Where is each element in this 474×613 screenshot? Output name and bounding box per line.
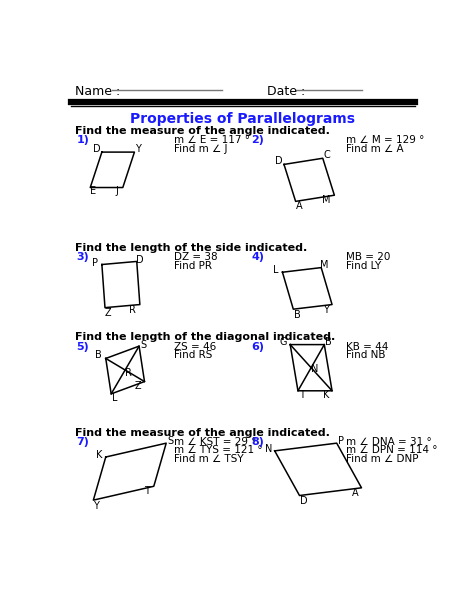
Text: Find PR: Find PR bbox=[174, 261, 212, 271]
Text: 2): 2) bbox=[251, 135, 264, 145]
Text: 3): 3) bbox=[76, 252, 89, 262]
Text: S: S bbox=[140, 340, 146, 349]
Text: R: R bbox=[125, 368, 132, 378]
Text: DZ = 38: DZ = 38 bbox=[174, 252, 218, 262]
Text: 1): 1) bbox=[76, 135, 89, 145]
Text: B: B bbox=[294, 310, 301, 319]
Text: KB = 44: KB = 44 bbox=[346, 341, 388, 351]
Text: m ∠ KST = 29 °: m ∠ KST = 29 ° bbox=[174, 437, 256, 447]
Text: m ∠ DNA = 31 °: m ∠ DNA = 31 ° bbox=[346, 437, 432, 447]
Text: M: M bbox=[322, 195, 331, 205]
Text: m ∠ TYS = 121 °: m ∠ TYS = 121 ° bbox=[174, 446, 263, 455]
Text: 5): 5) bbox=[76, 341, 89, 351]
Text: A: A bbox=[352, 488, 359, 498]
Text: Z: Z bbox=[134, 381, 141, 391]
Text: Properties of Parallelograms: Properties of Parallelograms bbox=[130, 112, 356, 126]
Text: Find m ∠ DNP: Find m ∠ DNP bbox=[346, 454, 419, 464]
Text: Find m ∠ TSY: Find m ∠ TSY bbox=[174, 454, 244, 464]
Text: m ∠ DPN = 114 °: m ∠ DPN = 114 ° bbox=[346, 446, 438, 455]
Text: 4): 4) bbox=[251, 252, 264, 262]
Text: L: L bbox=[112, 393, 118, 403]
Text: D: D bbox=[275, 156, 283, 166]
Text: 6): 6) bbox=[251, 341, 264, 351]
Text: Find NB: Find NB bbox=[346, 350, 385, 360]
Text: Y: Y bbox=[323, 305, 329, 315]
Text: R: R bbox=[129, 305, 137, 315]
Text: Find the length of the side indicated.: Find the length of the side indicated. bbox=[75, 243, 307, 253]
Text: 7): 7) bbox=[76, 437, 89, 447]
Text: Find the measure of the angle indicated.: Find the measure of the angle indicated. bbox=[75, 126, 329, 136]
Text: N: N bbox=[265, 444, 272, 454]
Text: K: K bbox=[96, 450, 103, 460]
Text: P: P bbox=[337, 436, 344, 446]
Text: D: D bbox=[136, 255, 144, 265]
Text: P: P bbox=[92, 258, 98, 268]
Text: J: J bbox=[115, 186, 118, 196]
Text: T: T bbox=[299, 390, 305, 400]
Text: D: D bbox=[300, 496, 307, 506]
Text: ZS = 46: ZS = 46 bbox=[174, 341, 216, 351]
Text: A: A bbox=[296, 201, 303, 211]
Text: E: E bbox=[90, 186, 96, 196]
Text: M: M bbox=[320, 261, 328, 270]
Text: B: B bbox=[95, 351, 102, 360]
Text: G: G bbox=[280, 337, 287, 348]
Text: N: N bbox=[311, 364, 319, 375]
Text: D: D bbox=[93, 144, 101, 154]
Text: Find RS: Find RS bbox=[174, 350, 212, 360]
Text: m ∠ M = 129 °: m ∠ M = 129 ° bbox=[346, 135, 424, 145]
Text: Find the measure of the angle indicated.: Find the measure of the angle indicated. bbox=[75, 428, 329, 438]
Text: Name :: Name : bbox=[75, 85, 120, 98]
Text: Z: Z bbox=[105, 308, 111, 318]
Text: Y: Y bbox=[93, 501, 100, 511]
Text: Date :: Date : bbox=[267, 85, 305, 98]
Text: Find m ∠ J: Find m ∠ J bbox=[174, 143, 228, 154]
Text: B: B bbox=[325, 337, 331, 348]
Text: K: K bbox=[323, 390, 329, 400]
Text: Find LY: Find LY bbox=[346, 261, 381, 271]
Text: 8): 8) bbox=[251, 437, 264, 447]
Text: L: L bbox=[273, 265, 279, 275]
Text: Find the length of the diagonal indicated.: Find the length of the diagonal indicate… bbox=[75, 332, 335, 342]
Text: C: C bbox=[323, 150, 330, 160]
Text: MB = 20: MB = 20 bbox=[346, 252, 391, 262]
Text: S: S bbox=[167, 436, 173, 446]
Text: Y: Y bbox=[136, 144, 141, 154]
Text: T: T bbox=[144, 486, 150, 496]
Text: Find m ∠ A: Find m ∠ A bbox=[346, 143, 404, 154]
Text: m ∠ E = 117 °: m ∠ E = 117 ° bbox=[174, 135, 250, 145]
